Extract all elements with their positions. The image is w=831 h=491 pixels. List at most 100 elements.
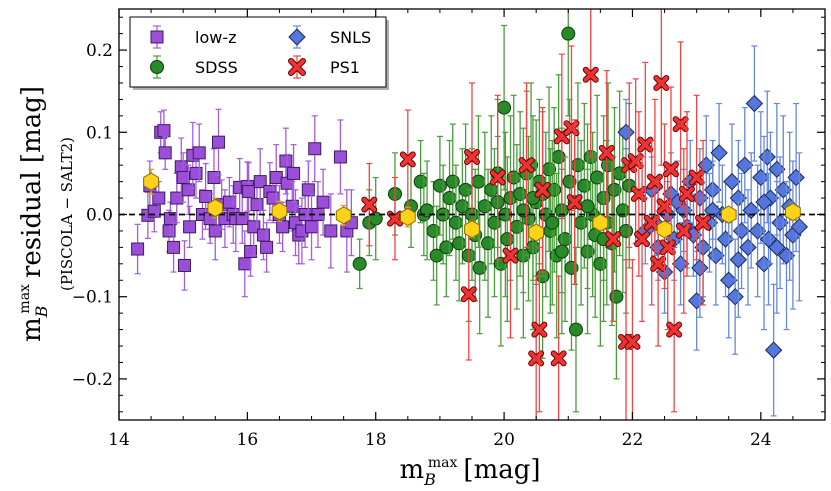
point-sdss-66 bbox=[593, 256, 608, 271]
point-low-z-35 bbox=[242, 184, 256, 198]
legend: low-z SDSS SNLS PS1 bbox=[129, 16, 389, 90]
point-ps1-17-fill bbox=[606, 232, 621, 247]
point-ps1-3-fill bbox=[461, 287, 476, 302]
point-sdss-16 bbox=[452, 236, 467, 251]
legend-marker-low-z bbox=[150, 30, 164, 44]
point-low-z-41 bbox=[260, 240, 274, 254]
legend-entry-ps1: PS1 bbox=[288, 55, 360, 79]
binned-mean-0 bbox=[143, 172, 159, 191]
binned-mean-8 bbox=[656, 220, 673, 239]
point-ps1-16-fill bbox=[599, 145, 614, 160]
point-sdss-0 bbox=[352, 256, 367, 271]
y-axis-title: mBmax residual [mag] bbox=[17, 86, 51, 342]
point-sdss-80 bbox=[580, 199, 595, 214]
x-axis-unit: [mag] bbox=[463, 455, 540, 485]
y-axis-note-text: (PISCOLA − SALT2) bbox=[58, 137, 76, 291]
point-sdss-26 bbox=[484, 182, 499, 197]
point-snls-34 bbox=[752, 168, 770, 187]
point-ps1-31-fill bbox=[663, 162, 678, 177]
point-low-z-33 bbox=[238, 257, 252, 271]
point-ps1-5-fill bbox=[490, 170, 505, 185]
point-low-z-46 bbox=[276, 220, 290, 234]
legend-box bbox=[129, 16, 387, 88]
point-low-z-0 bbox=[131, 242, 145, 256]
point-snls-49 bbox=[691, 259, 709, 277]
point-snls-53 bbox=[703, 201, 722, 220]
point-snls-15 bbox=[691, 189, 709, 207]
point-low-z-13 bbox=[176, 171, 190, 185]
y-tick-label-1: −0.1 bbox=[72, 288, 113, 308]
binned-mean-1 bbox=[207, 198, 224, 217]
y-tick-label-3: 0.1 bbox=[86, 123, 113, 143]
data-layer bbox=[119, 9, 825, 420]
point-sdss-13 bbox=[442, 191, 457, 206]
point-sdss-15 bbox=[448, 215, 463, 230]
legend-label-sdss: SDSS bbox=[195, 58, 238, 77]
x-tick-label-0: 14 bbox=[108, 430, 130, 450]
legend-marker-snls bbox=[288, 28, 306, 46]
point-snls-25 bbox=[723, 172, 741, 191]
point-snls-0 bbox=[617, 123, 635, 142]
legend-entry-sdss: SDSS bbox=[150, 55, 238, 79]
point-ps1-4-fill bbox=[465, 149, 479, 164]
point-low-z-38 bbox=[250, 198, 264, 212]
point-sdss-60 bbox=[577, 178, 592, 193]
point-snls-29 bbox=[736, 156, 754, 174]
point-sdss-57 bbox=[568, 322, 583, 337]
point-snls-30 bbox=[739, 238, 757, 257]
x-tick-label-2: 18 bbox=[365, 430, 387, 450]
binned-mean-3 bbox=[335, 206, 352, 225]
point-low-z-25 bbox=[211, 135, 225, 149]
point-ps1-10-fill bbox=[535, 182, 550, 197]
point-sdss-59 bbox=[574, 215, 589, 230]
point-snls-23 bbox=[716, 230, 735, 248]
x-tick-label-3: 20 bbox=[493, 430, 515, 450]
point-ps1-7-fill bbox=[519, 158, 534, 173]
legend-entry-snls: SNLS bbox=[288, 25, 371, 49]
point-ps1-6-fill bbox=[503, 248, 518, 263]
point-low-z-56 bbox=[305, 220, 319, 234]
point-snls-52 bbox=[768, 238, 786, 257]
point-snls-31 bbox=[742, 201, 760, 220]
point-snls-32 bbox=[745, 94, 764, 113]
point-ps1-27-fill bbox=[651, 256, 666, 271]
legend-marker-sdss bbox=[150, 60, 164, 74]
y-tick-label-0: −0.2 bbox=[72, 370, 113, 390]
axes-layer: 14 16 18 20 22 24 −0.2 −0.1 0.0 0.1 0.2 bbox=[72, 8, 826, 450]
point-snls-43 bbox=[777, 246, 796, 265]
point-low-z-18 bbox=[189, 166, 203, 180]
binned-mean-2 bbox=[271, 202, 288, 221]
binned-mean-10 bbox=[785, 202, 801, 222]
point-low-z-55 bbox=[301, 183, 315, 197]
point-ps1-36-fill bbox=[689, 170, 704, 185]
point-low-z-15 bbox=[181, 183, 195, 197]
legend-entry-low-z: low-z bbox=[150, 25, 237, 49]
binned-mean-9 bbox=[720, 205, 737, 224]
legend-label-low-z: low-z bbox=[195, 28, 237, 47]
point-low-z-14 bbox=[177, 258, 191, 272]
point-low-z-19 bbox=[192, 146, 206, 160]
y-tick-label-4: 0.2 bbox=[86, 41, 113, 61]
point-sdss-5 bbox=[413, 174, 428, 189]
x-axis-title: mBmax [mag] bbox=[399, 455, 540, 489]
point-snls-51 bbox=[755, 193, 773, 211]
point-low-z-40 bbox=[256, 228, 270, 242]
point-low-z-7 bbox=[158, 146, 172, 160]
point-ps1-23-fill bbox=[635, 232, 650, 247]
point-snls-41 bbox=[771, 214, 789, 232]
point-ps1-33-fill bbox=[673, 117, 688, 132]
binned-mean-6 bbox=[528, 223, 544, 242]
point-low-z-44 bbox=[269, 171, 283, 185]
point-sdss-24 bbox=[477, 199, 492, 214]
point-ps1-9-fill bbox=[532, 322, 547, 337]
y-axis-sup: max bbox=[17, 284, 33, 314]
point-sdss-23 bbox=[472, 260, 487, 275]
point-low-z-24 bbox=[208, 224, 222, 238]
point-ps1-15-fill bbox=[583, 67, 598, 82]
point-sdss-30 bbox=[497, 100, 512, 115]
point-low-z-16 bbox=[183, 220, 197, 234]
y-axis-note: (PISCOLA − SALT2) bbox=[58, 137, 76, 291]
point-low-z-10 bbox=[167, 240, 181, 254]
point-ps1-37-fill bbox=[696, 215, 711, 230]
